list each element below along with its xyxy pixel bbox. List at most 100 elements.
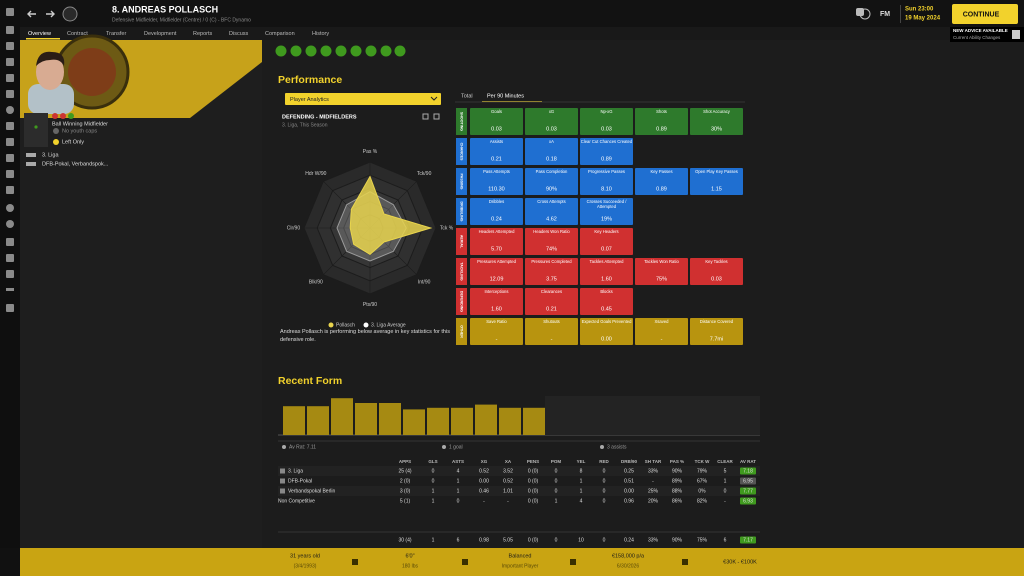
- table-cell: 7.18: [743, 468, 753, 474]
- stat-tile: [690, 258, 743, 285]
- table-cell: 6: [457, 537, 460, 543]
- table-cell: 25%: [648, 488, 659, 494]
- column-header: CLEAR: [717, 459, 733, 464]
- table-cell: 20%: [648, 498, 659, 504]
- rating-badge: [740, 487, 756, 495]
- competition-name: Non Competitive: [278, 498, 315, 504]
- help-icon[interactable]: [859, 8, 871, 20]
- date: 19 May 2024: [905, 16, 941, 22]
- stat-name: Np-xG: [600, 109, 613, 114]
- stat-name: Expected Goals Prevented: [581, 319, 632, 324]
- table-cell: 0: [555, 478, 558, 484]
- column-header: XA: [505, 459, 512, 464]
- table-cell: 1: [432, 488, 435, 494]
- grid-row-label: DRIBBLING: [460, 202, 464, 222]
- position-dot: [34, 125, 38, 129]
- column-header: POM: [551, 459, 562, 464]
- badge-red: [60, 113, 66, 119]
- refresh-icon[interactable]: [433, 113, 440, 120]
- competition-name: 3. Liga: [288, 468, 303, 474]
- stat-tile: [470, 258, 523, 285]
- view-tab[interactable]: Total: [461, 93, 473, 99]
- stat-name: Dribbles: [488, 199, 505, 204]
- table-cell: 5: [724, 468, 727, 474]
- nav-tab[interactable]: Comparison: [265, 31, 295, 37]
- stat-tile: [580, 318, 633, 345]
- table-cell: 1: [432, 537, 435, 543]
- nav-tab[interactable]: Overview: [28, 31, 51, 37]
- nav-tab[interactable]: Development: [144, 31, 177, 37]
- nav-tab[interactable]: Reports: [193, 31, 213, 37]
- rating-badge: [740, 536, 756, 544]
- form-legend: 1 goal: [449, 444, 463, 450]
- stat-tile: [525, 228, 578, 255]
- nav-tab[interactable]: Transfer: [106, 31, 126, 37]
- table-cell: 10: [578, 537, 584, 543]
- legend-icon: [282, 445, 286, 449]
- stat-tile: [470, 288, 523, 315]
- stat-name-box: Assists: [490, 139, 503, 144]
- stat-name-box: xG: [549, 109, 554, 114]
- view-tab[interactable]: Per 90 Minutes: [487, 93, 524, 99]
- stat-tile: [525, 108, 578, 135]
- table-cell: 90%: [672, 468, 683, 474]
- table-cell: 1: [580, 478, 583, 484]
- form-empty-area: [545, 396, 760, 435]
- stat-name: Key Tackles: [705, 259, 728, 264]
- stat-name-box: Progressive Passes: [588, 169, 625, 174]
- stat-tile: [580, 108, 633, 135]
- nav-tab[interactable]: Discuss: [229, 31, 249, 37]
- table-cell: 33%: [648, 537, 659, 543]
- continue-label[interactable]: CONTINUE: [963, 11, 1000, 18]
- badge-green: [68, 113, 74, 119]
- stat-value: 0.24: [491, 216, 502, 222]
- table-cell: 6.95: [743, 478, 753, 484]
- form-bar: [451, 407, 473, 435]
- stat-name-box: Save Ratio: [486, 319, 506, 324]
- table-cell: 0: [603, 468, 606, 474]
- column-header: RED: [599, 459, 609, 464]
- dropdown[interactable]: [285, 93, 441, 105]
- dropdown-label[interactable]: Player Analytics: [290, 97, 329, 103]
- nav-tab[interactable]: Contract: [67, 31, 88, 37]
- stat-value: 12.09: [490, 276, 504, 282]
- table-cell: 0: [603, 478, 606, 484]
- stat-value: 1.60: [601, 276, 612, 282]
- stat-tile: [470, 168, 523, 195]
- stat-tile: [635, 258, 688, 285]
- grid-row-label: TACKLING: [460, 262, 464, 281]
- stat-tile: [635, 318, 688, 345]
- grid-row-label-bg: [456, 138, 467, 165]
- star-icon[interactable]: [422, 113, 429, 120]
- stat-tile: [525, 168, 578, 195]
- table-cell: 0: [555, 468, 558, 474]
- stat-tile: [525, 288, 578, 315]
- stat-tile: [690, 318, 743, 345]
- table-cell: 1.01: [503, 488, 513, 494]
- table-cell: 0: [555, 488, 558, 494]
- stat-name: Shot Accuracy: [703, 109, 730, 114]
- table-cell: 7.77: [743, 488, 753, 494]
- form-legend: 3 assists: [607, 444, 627, 450]
- grid-row-label: DEFENDING: [460, 291, 464, 312]
- column-header: PENS: [527, 459, 539, 464]
- stat-name: Headers Attempted: [478, 229, 515, 234]
- stat-name-box: Pass Completion: [536, 169, 568, 174]
- stat-name-box: Interceptions: [485, 289, 509, 294]
- table-cell: 0: [603, 537, 606, 543]
- stat-tile: [580, 288, 633, 315]
- stat-tile: [470, 108, 523, 135]
- stat-name: Crosses Succeeded / Attempted: [586, 199, 627, 209]
- footer-text: €158,000 p/a: [612, 553, 645, 559]
- stat-name: Tackles Won Ratio: [644, 259, 679, 264]
- role: Ball Winning Midfielder: [52, 121, 108, 127]
- stat-name: Cross Attempts: [537, 199, 566, 204]
- continue-button[interactable]: [952, 4, 1018, 24]
- stat-name-box: Headers Attempted: [478, 229, 515, 234]
- nav-arrows[interactable]: [27, 10, 55, 18]
- comp-icon: [280, 478, 285, 484]
- legend-label: 3. Liga Average: [371, 322, 406, 328]
- nav-tab[interactable]: History: [312, 31, 329, 37]
- stat-tile: [525, 258, 578, 285]
- club-badge[interactable]: [62, 6, 78, 22]
